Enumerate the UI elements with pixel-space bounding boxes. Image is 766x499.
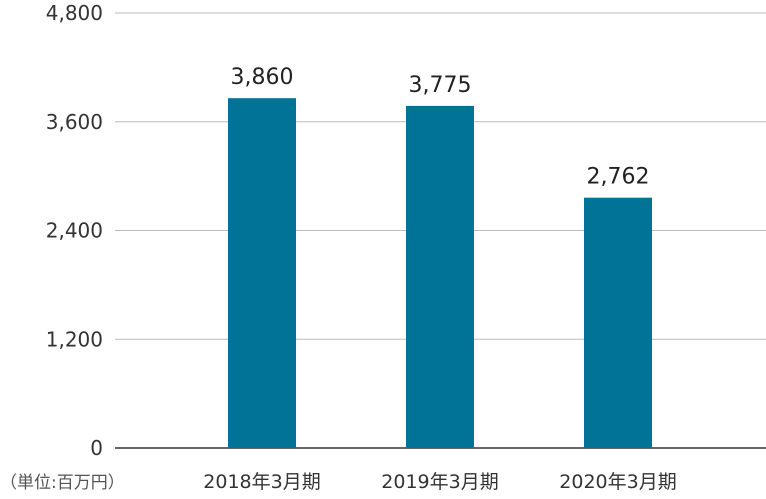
data-label: 2,762 [587, 165, 650, 190]
y-tick-label: 1,200 [46, 327, 103, 351]
y-tick-label: 0 [90, 436, 103, 460]
labels: 0 1,200 2,400 3,600 4,800 3,860 2018年3月期 3,775 2… [46, 1, 677, 493]
x-tick-label: 2018年3月期 [203, 471, 320, 493]
data-label: 3,860 [231, 65, 294, 90]
bar [584, 197, 652, 448]
x-tick-label: 2020年3月期 [559, 471, 676, 493]
y-tick-label: 2,400 [46, 219, 103, 243]
x-tick-label: 2019年3月期 [381, 471, 498, 493]
y-tick-label: 4,800 [46, 1, 103, 25]
data-label: 3,775 [409, 73, 472, 98]
bar [406, 105, 474, 448]
y-tick-label: 3,600 [46, 110, 103, 134]
bars [228, 98, 652, 448]
unit-label: （単位:百万円） [0, 473, 125, 493]
bar [228, 98, 296, 448]
